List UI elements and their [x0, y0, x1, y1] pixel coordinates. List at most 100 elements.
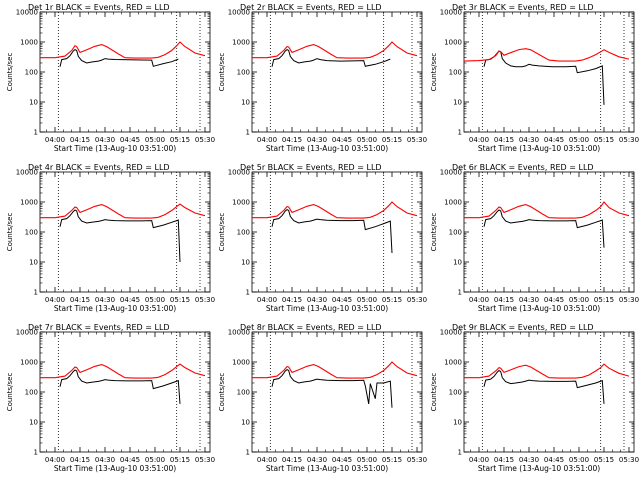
- x-tick-label: 05:00: [569, 136, 589, 144]
- y-tick-label: 1: [458, 449, 462, 457]
- x-tick-label: 04:15: [282, 136, 302, 144]
- y-axis-label: Counts/sec: [218, 53, 226, 92]
- series-events-line: [271, 209, 393, 254]
- plot-frame: [251, 331, 423, 453]
- panel-title: Det 4r BLACK = Events, RED = LLD: [28, 163, 170, 172]
- x-tick-label: 05:15: [594, 456, 614, 464]
- y-tick-label: 1000: [232, 199, 250, 207]
- plot-frame: [463, 331, 635, 453]
- x-tick-label: 05:15: [170, 296, 190, 304]
- series-events-line: [483, 369, 605, 404]
- panel-det-5: Det 5r BLACK = Events, RED = LLD 1 10 100 10…: [218, 163, 427, 313]
- plot-frame: [39, 171, 211, 293]
- x-tick-label: 04:30: [519, 136, 539, 144]
- x-tick-label: 04:30: [95, 296, 115, 304]
- x-tick-label: 04:45: [332, 136, 352, 144]
- plot-frame: [463, 171, 635, 293]
- y-axis-label: Counts/sec: [218, 373, 226, 412]
- series-events-line: [59, 369, 181, 404]
- panel-title: Det 5r BLACK = Events, RED = LLD: [240, 163, 382, 172]
- x-tick-label: 05:30: [619, 136, 639, 144]
- x-tick-label: 04:45: [120, 296, 140, 304]
- x-tick-label: 04:15: [494, 136, 514, 144]
- series-events-line: [483, 209, 605, 248]
- y-tick-label: 1000: [20, 39, 38, 47]
- x-tick-label: 04:00: [45, 136, 65, 144]
- series-lld-line: [252, 41, 418, 59]
- x-tick-label: 05:15: [382, 456, 402, 464]
- series-lld-line: [464, 48, 630, 62]
- y-axis-label: Counts/sec: [6, 213, 14, 252]
- x-tick-label: 04:45: [332, 456, 352, 464]
- y-axis-label: Counts/sec: [430, 373, 438, 412]
- y-tick-label: 1: [246, 129, 250, 137]
- x-tick-label: 04:00: [257, 136, 277, 144]
- panel-det-7: Det 7r BLACK = Events, RED = LLD 1 10 100 10…: [6, 323, 215, 473]
- plot-frame: [251, 171, 423, 293]
- series-lld-line: [252, 201, 418, 219]
- x-tick-label: 05:30: [619, 456, 639, 464]
- y-axis-label: Counts/sec: [430, 53, 438, 92]
- series-lld-line: [464, 201, 630, 219]
- x-tick-label: 04:00: [45, 456, 65, 464]
- x-tick-label: 04:45: [544, 296, 564, 304]
- y-tick-label: 100: [25, 389, 38, 397]
- x-tick-label: 04:00: [469, 296, 489, 304]
- x-tick-label: 05:30: [195, 456, 215, 464]
- x-tick-label: 04:30: [95, 136, 115, 144]
- panel-det-1: Det 1r BLACK = Events, RED = LLD 1 10 100 10…: [6, 3, 215, 153]
- series-lld-line: [40, 363, 206, 379]
- y-tick-label: 100: [25, 229, 38, 237]
- y-axis-label: Counts/sec: [6, 373, 14, 412]
- x-axis-label: Start Time (13-Aug-10 03:51:00): [266, 304, 388, 313]
- y-tick-label: 10: [453, 259, 462, 267]
- x-tick-label: 05:00: [569, 296, 589, 304]
- y-tick-label: 1000: [232, 39, 250, 47]
- x-tick-label: 04:30: [307, 136, 327, 144]
- x-tick-label: 04:15: [282, 456, 302, 464]
- y-tick-label: 10000: [440, 329, 462, 337]
- y-tick-label: 100: [449, 229, 462, 237]
- x-tick-label: 04:30: [519, 296, 539, 304]
- y-tick-label: 1000: [20, 199, 38, 207]
- y-axis-label: Counts/sec: [218, 213, 226, 252]
- plot-frame: [463, 11, 635, 133]
- x-tick-label: 05:00: [145, 296, 165, 304]
- panel-det-6: Det 6r BLACK = Events, RED = LLD 1 10 100 10…: [430, 163, 639, 313]
- y-tick-label: 10000: [440, 9, 462, 17]
- y-tick-label: 100: [25, 69, 38, 77]
- x-axis-label: Start Time (13-Aug-10 03:51:00): [54, 144, 176, 153]
- x-tick-label: 05:30: [407, 136, 427, 144]
- panel-det-2: Det 2r BLACK = Events, RED = LLD 1 10 100 10…: [218, 3, 427, 153]
- x-tick-label: 04:15: [70, 136, 90, 144]
- x-tick-label: 04:15: [70, 296, 90, 304]
- y-tick-label: 1: [34, 449, 38, 457]
- x-tick-label: 05:30: [407, 296, 427, 304]
- y-tick-label: 1000: [444, 199, 462, 207]
- y-tick-label: 10: [453, 419, 462, 427]
- y-tick-label: 1: [34, 129, 38, 137]
- series-events-line: [59, 209, 181, 263]
- x-tick-label: 05:00: [145, 456, 165, 464]
- y-tick-label: 10000: [228, 9, 250, 17]
- plot-frame: [39, 11, 211, 133]
- x-axis-label: Start Time (13-Aug-10 03:51:00): [54, 304, 176, 313]
- series-lld-line: [252, 361, 418, 379]
- x-tick-label: 05:00: [145, 136, 165, 144]
- x-tick-label: 04:00: [257, 296, 277, 304]
- x-tick-label: 05:30: [195, 296, 215, 304]
- y-tick-label: 100: [237, 389, 250, 397]
- y-tick-label: 1: [246, 449, 250, 457]
- panel-title: Det 8r BLACK = Events, RED = LLD: [240, 323, 382, 332]
- x-tick-label: 04:15: [70, 456, 90, 464]
- x-tick-label: 04:45: [544, 456, 564, 464]
- series-lld-line: [464, 363, 630, 379]
- y-tick-label: 10000: [440, 169, 462, 177]
- y-tick-label: 10: [241, 419, 250, 427]
- y-tick-label: 1: [246, 289, 250, 297]
- y-tick-label: 10: [453, 99, 462, 107]
- panel-title: Det 1r BLACK = Events, RED = LLD: [28, 3, 170, 12]
- y-tick-label: 1000: [444, 39, 462, 47]
- plot-frame: [39, 331, 211, 453]
